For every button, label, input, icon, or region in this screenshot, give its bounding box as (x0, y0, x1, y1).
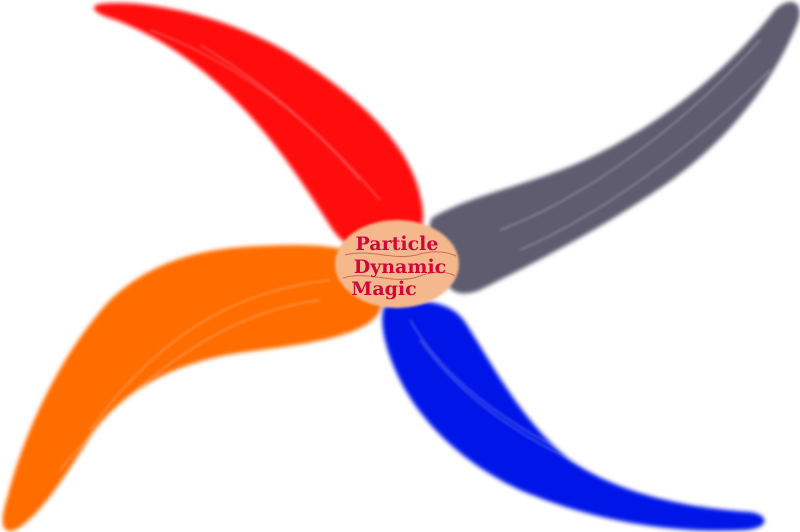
red-blade (94, 3, 424, 253)
center-text-line1: Particle (356, 233, 439, 255)
center-text-line2: Dynamic (354, 256, 447, 278)
orange-blade (2, 245, 384, 531)
gray-blade (429, 1, 800, 294)
center-text-line3: Magic (351, 278, 416, 300)
blue-blade (382, 301, 765, 531)
brush-strokes (59, 29, 771, 506)
center-hub (335, 220, 459, 308)
hub-wave-lines (342, 251, 457, 280)
